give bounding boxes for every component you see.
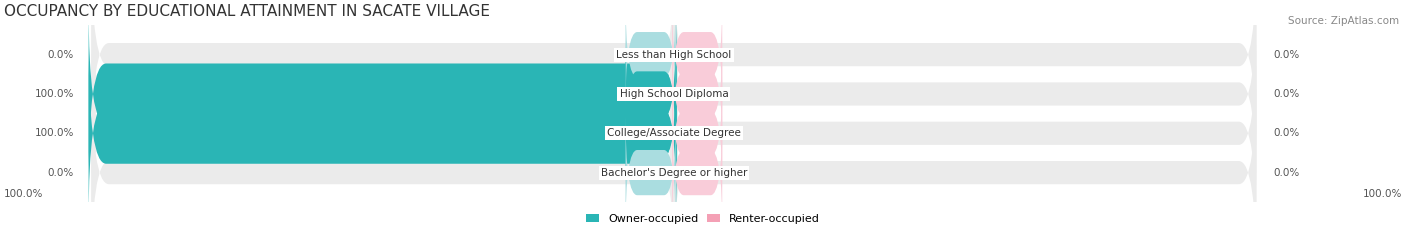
FancyBboxPatch shape bbox=[91, 66, 673, 233]
FancyBboxPatch shape bbox=[672, 38, 723, 150]
FancyBboxPatch shape bbox=[626, 38, 676, 150]
FancyBboxPatch shape bbox=[672, 116, 723, 229]
Text: 0.0%: 0.0% bbox=[1274, 128, 1301, 138]
FancyBboxPatch shape bbox=[91, 27, 673, 233]
Text: 0.0%: 0.0% bbox=[1274, 89, 1301, 99]
Text: 100.0%: 100.0% bbox=[4, 189, 44, 199]
Text: OCCUPANCY BY EDUCATIONAL ATTAINMENT IN SACATE VILLAGE: OCCUPANCY BY EDUCATIONAL ATTAINMENT IN S… bbox=[4, 4, 491, 19]
FancyBboxPatch shape bbox=[673, 27, 1257, 233]
FancyBboxPatch shape bbox=[626, 116, 676, 229]
Text: 100.0%: 100.0% bbox=[35, 128, 75, 138]
Text: 100.0%: 100.0% bbox=[35, 89, 75, 99]
Text: Bachelor's Degree or higher: Bachelor's Degree or higher bbox=[600, 168, 747, 178]
Text: 0.0%: 0.0% bbox=[48, 168, 75, 178]
FancyBboxPatch shape bbox=[626, 77, 676, 189]
Text: 100.0%: 100.0% bbox=[1362, 189, 1402, 199]
Text: High School Diploma: High School Diploma bbox=[620, 89, 728, 99]
Legend: Owner-occupied, Renter-occupied: Owner-occupied, Renter-occupied bbox=[581, 209, 825, 228]
FancyBboxPatch shape bbox=[91, 0, 673, 161]
FancyBboxPatch shape bbox=[672, 0, 723, 111]
FancyBboxPatch shape bbox=[89, 7, 676, 182]
FancyBboxPatch shape bbox=[673, 66, 1257, 233]
FancyBboxPatch shape bbox=[89, 46, 676, 221]
FancyBboxPatch shape bbox=[626, 0, 676, 111]
Text: Source: ZipAtlas.com: Source: ZipAtlas.com bbox=[1288, 16, 1399, 26]
Text: 0.0%: 0.0% bbox=[48, 50, 75, 60]
FancyBboxPatch shape bbox=[673, 0, 1257, 200]
Text: 0.0%: 0.0% bbox=[1274, 50, 1301, 60]
FancyBboxPatch shape bbox=[673, 0, 1257, 161]
Text: 0.0%: 0.0% bbox=[1274, 168, 1301, 178]
FancyBboxPatch shape bbox=[91, 0, 673, 200]
FancyBboxPatch shape bbox=[672, 77, 723, 189]
Text: College/Associate Degree: College/Associate Degree bbox=[607, 128, 741, 138]
Text: Less than High School: Less than High School bbox=[616, 50, 731, 60]
